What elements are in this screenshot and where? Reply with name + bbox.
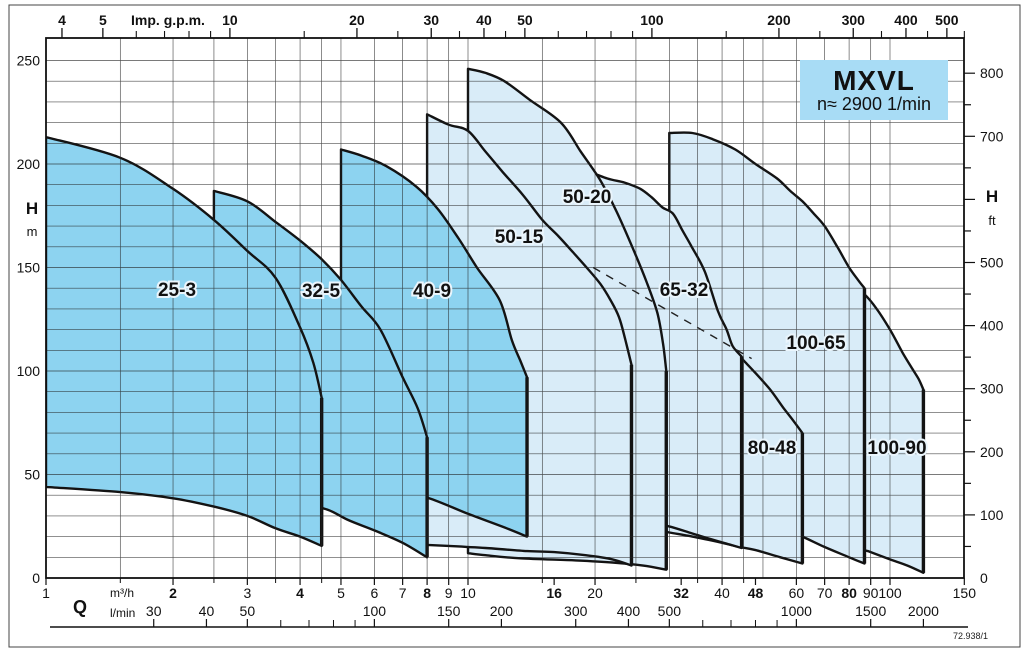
svg-text:2: 2 [169, 585, 177, 601]
svg-text:100: 100 [878, 585, 902, 601]
svg-text:50: 50 [517, 12, 533, 28]
svg-text:3: 3 [243, 585, 251, 601]
svg-text:150: 150 [17, 260, 41, 276]
svg-text:1: 1 [42, 585, 50, 601]
series-title: MXVL [833, 64, 915, 96]
svg-text:40: 40 [476, 12, 492, 28]
svg-text:200: 200 [767, 12, 791, 28]
envelope-25-3 [46, 135, 323, 548]
svg-text:7: 7 [399, 585, 407, 601]
svg-text:Imp. g.p.m.: Imp. g.p.m. [131, 12, 205, 28]
svg-text:50: 50 [240, 603, 256, 619]
svg-text:500: 500 [980, 255, 1004, 271]
svg-text:60: 60 [789, 585, 805, 601]
label-40-9: 40-9 [413, 281, 451, 302]
svg-text:50: 50 [24, 467, 40, 483]
svg-text:8: 8 [423, 585, 431, 601]
axis-gpm: 4 5 10 20 30 40 50 100 200 300 400 500 Imp. g.p.m. [58, 12, 965, 38]
svg-text:250: 250 [17, 53, 41, 69]
speed-subtitle: n≈ 2900 1/min [817, 94, 931, 115]
svg-text:20: 20 [587, 585, 603, 601]
svg-text:300: 300 [842, 12, 866, 28]
svg-text:400: 400 [617, 603, 641, 619]
envelope-layer [46, 67, 926, 574]
svg-text:4: 4 [58, 12, 66, 28]
svg-text:800: 800 [980, 65, 1004, 81]
label-80-48: 80-48 [748, 438, 797, 459]
svg-text:H: H [986, 187, 998, 206]
svg-text:32: 32 [673, 585, 689, 601]
min-flow-dashed-line [592, 266, 752, 360]
svg-text:70: 70 [817, 585, 833, 601]
svg-text:30: 30 [423, 12, 439, 28]
title-badge: MXVL n≈ 2900 1/min [800, 60, 948, 120]
label-50-20: 50-20 [563, 187, 612, 208]
svg-text:H: H [26, 199, 38, 218]
axis-lmin: 30 40 50 100 150 200 300 400 500 1000 1500 2000 [50, 603, 968, 628]
svg-text:6: 6 [370, 585, 378, 601]
label-25-3: 25-3 [158, 280, 196, 301]
axis-m3h: 1 2 3 4 5 6 7 8 9 10 16 20 32 40 48 60 70 80 90 100 150Qm³/h… [42, 578, 976, 620]
svg-text:300: 300 [980, 381, 1004, 397]
svg-text:l/min: l/min [110, 606, 135, 620]
label-65-32: 65-32 [660, 280, 709, 301]
svg-text:5: 5 [337, 585, 345, 601]
svg-text:300: 300 [564, 603, 588, 619]
axis-h-m: 0 50 100 150 200 250 Hm [17, 53, 41, 587]
svg-text:10: 10 [460, 585, 476, 601]
svg-text:200: 200 [17, 156, 41, 172]
envelope-labels: 100-90 100-65 80-48 65-32 50-20 50-15 40-9 32-5… [156, 185, 929, 461]
svg-text:2000: 2000 [908, 603, 939, 619]
drawing-number: 72.938/1 [952, 631, 988, 641]
svg-text:48: 48 [748, 585, 764, 601]
label-32-5: 32-5 [302, 281, 340, 302]
svg-text:20: 20 [349, 12, 365, 28]
svg-text:90: 90 [863, 585, 879, 601]
svg-text:m³/h: m³/h [110, 586, 134, 600]
svg-text:16: 16 [546, 585, 562, 601]
svg-text:200: 200 [980, 444, 1004, 460]
svg-text:100: 100 [17, 363, 41, 379]
svg-text:9: 9 [445, 585, 453, 601]
svg-text:80: 80 [841, 585, 857, 601]
plot-border [45, 37, 965, 579]
svg-text:100: 100 [980, 507, 1004, 523]
svg-text:0: 0 [32, 570, 40, 586]
svg-text:150: 150 [437, 603, 461, 619]
svg-text:Q: Q [73, 597, 87, 617]
axis-h-ft: 0 100 200 300 400 500 700 800 Hft [964, 65, 1004, 586]
svg-text:40: 40 [199, 603, 215, 619]
svg-text:200: 200 [490, 603, 514, 619]
svg-text:400: 400 [894, 12, 918, 28]
label-100-90: 100-90 [867, 438, 926, 459]
svg-text:40: 40 [714, 585, 730, 601]
svg-text:0: 0 [980, 570, 988, 586]
svg-text:100: 100 [640, 12, 664, 28]
svg-text:700: 700 [980, 128, 1004, 144]
svg-text:400: 400 [980, 318, 1004, 334]
svg-text:150: 150 [953, 585, 977, 601]
label-50-15: 50-15 [495, 227, 544, 248]
svg-text:m: m [27, 224, 38, 239]
svg-text:500: 500 [935, 12, 959, 28]
svg-text:500: 500 [658, 603, 682, 619]
svg-text:ft: ft [988, 213, 996, 228]
svg-text:1000: 1000 [781, 603, 812, 619]
svg-text:1500: 1500 [855, 603, 886, 619]
svg-text:5: 5 [99, 12, 107, 28]
label-100-65: 100-65 [786, 333, 846, 354]
svg-text:30: 30 [146, 603, 162, 619]
svg-text:100: 100 [363, 603, 387, 619]
svg-text:10: 10 [222, 12, 238, 28]
svg-text:4: 4 [296, 585, 304, 601]
